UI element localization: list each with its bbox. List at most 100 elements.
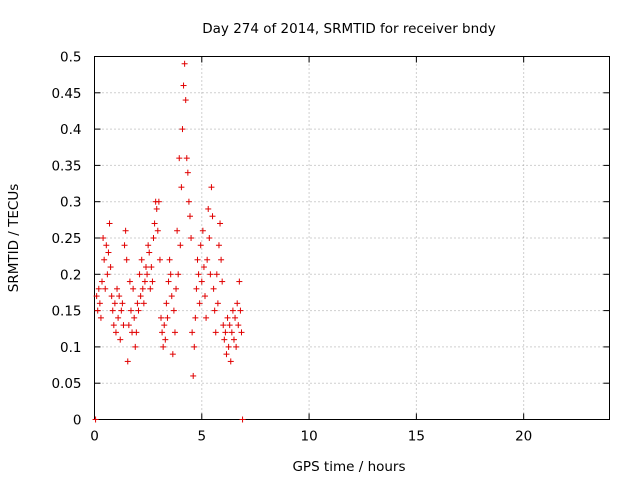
data-point xyxy=(196,271,202,277)
data-point xyxy=(132,344,138,350)
data-point xyxy=(135,308,141,314)
data-point xyxy=(137,271,143,277)
data-point xyxy=(140,286,146,292)
data-point xyxy=(103,242,109,248)
data-point xyxy=(170,351,176,357)
data-point xyxy=(218,257,224,263)
data-point xyxy=(112,300,118,306)
data-point xyxy=(118,308,124,314)
data-point xyxy=(162,337,168,343)
data-point xyxy=(138,293,144,299)
data-point xyxy=(119,300,125,306)
data-point xyxy=(144,271,150,277)
data-point xyxy=(124,257,130,263)
data-point xyxy=(160,344,166,350)
data-point xyxy=(171,308,177,314)
data-point xyxy=(131,315,137,321)
x-tick-label: 0 xyxy=(90,429,99,445)
data-point xyxy=(177,242,183,248)
data-point xyxy=(231,337,237,343)
data-point xyxy=(100,235,106,241)
data-point xyxy=(97,300,103,306)
y-tick-label: 0.5 xyxy=(60,50,81,66)
data-point xyxy=(237,308,243,314)
y-tick-label: 0 xyxy=(73,413,82,429)
data-point xyxy=(240,417,246,423)
data-point xyxy=(139,257,145,263)
x-tick-label: 15 xyxy=(408,429,425,445)
data-point xyxy=(232,315,238,321)
srmtid-scatter-chart: Day 274 of 2014, SRMTID for receiver bnd… xyxy=(0,0,640,480)
data-point xyxy=(192,315,198,321)
data-point xyxy=(157,257,163,263)
y-axis-tick-labels: 0 0.05 0.1 0.15 0.2 0.25 0.3 0.35 0.4 0.45 0.5 xyxy=(51,50,81,429)
data-point xyxy=(105,250,111,256)
data-point xyxy=(98,315,104,321)
data-point xyxy=(187,213,193,219)
data-point xyxy=(169,293,175,299)
data-point xyxy=(233,344,239,350)
x-tick-label: 10 xyxy=(300,429,317,445)
chart-title: Day 274 of 2014, SRMTID for receiver bnd… xyxy=(202,21,495,37)
data-point xyxy=(104,271,110,277)
data-point xyxy=(93,417,99,423)
grid-layer xyxy=(95,57,610,420)
data-point xyxy=(225,315,231,321)
data-point xyxy=(108,264,114,270)
data-point xyxy=(123,228,129,234)
data-point xyxy=(125,358,131,364)
data-point xyxy=(127,279,133,285)
data-point xyxy=(148,264,154,270)
data-point xyxy=(215,300,221,306)
y-tick-label: 0.4 xyxy=(60,122,81,138)
data-point xyxy=(102,286,108,292)
data-point xyxy=(217,220,223,226)
data-point xyxy=(161,322,167,328)
tick-layer xyxy=(95,57,610,420)
data-point xyxy=(198,242,204,248)
data-point xyxy=(152,220,158,226)
data-point xyxy=(238,329,244,335)
x-axis-tick-labels: 0 5 10 15 20 xyxy=(90,429,532,445)
data-point xyxy=(208,184,214,190)
data-point xyxy=(186,199,192,205)
data-point xyxy=(179,126,185,132)
data-point xyxy=(95,308,101,314)
data-point xyxy=(216,242,222,248)
data-point xyxy=(167,257,173,263)
data-point xyxy=(236,279,242,285)
data-point xyxy=(227,322,233,328)
data-point xyxy=(230,308,236,314)
data-point xyxy=(204,257,210,263)
data-point xyxy=(211,286,217,292)
data-point xyxy=(163,300,169,306)
data-point xyxy=(111,322,117,328)
data-point xyxy=(234,300,240,306)
data-point xyxy=(202,293,208,299)
data-point xyxy=(207,271,213,277)
data-point xyxy=(185,170,191,176)
data-point xyxy=(200,228,206,234)
y-tick-label: 0.05 xyxy=(51,376,81,392)
y-tick-label: 0.25 xyxy=(51,231,81,247)
data-point xyxy=(193,286,199,292)
data-point xyxy=(181,83,187,89)
data-point xyxy=(107,220,113,226)
y-tick-label: 0.2 xyxy=(60,267,81,283)
data-point xyxy=(154,206,160,212)
y-tick-label: 0.45 xyxy=(51,86,81,102)
data-point xyxy=(101,257,107,263)
data-point xyxy=(183,97,189,103)
data-point xyxy=(128,308,134,314)
data-point xyxy=(109,293,115,299)
data-point xyxy=(174,228,180,234)
data-point xyxy=(130,286,136,292)
data-point xyxy=(143,264,149,270)
y-tick-label: 0.35 xyxy=(51,158,81,174)
data-point xyxy=(156,199,162,205)
data-point xyxy=(134,300,140,306)
data-point xyxy=(142,279,148,285)
data-point xyxy=(219,279,225,285)
data-point xyxy=(191,344,197,350)
data-point xyxy=(212,308,218,314)
